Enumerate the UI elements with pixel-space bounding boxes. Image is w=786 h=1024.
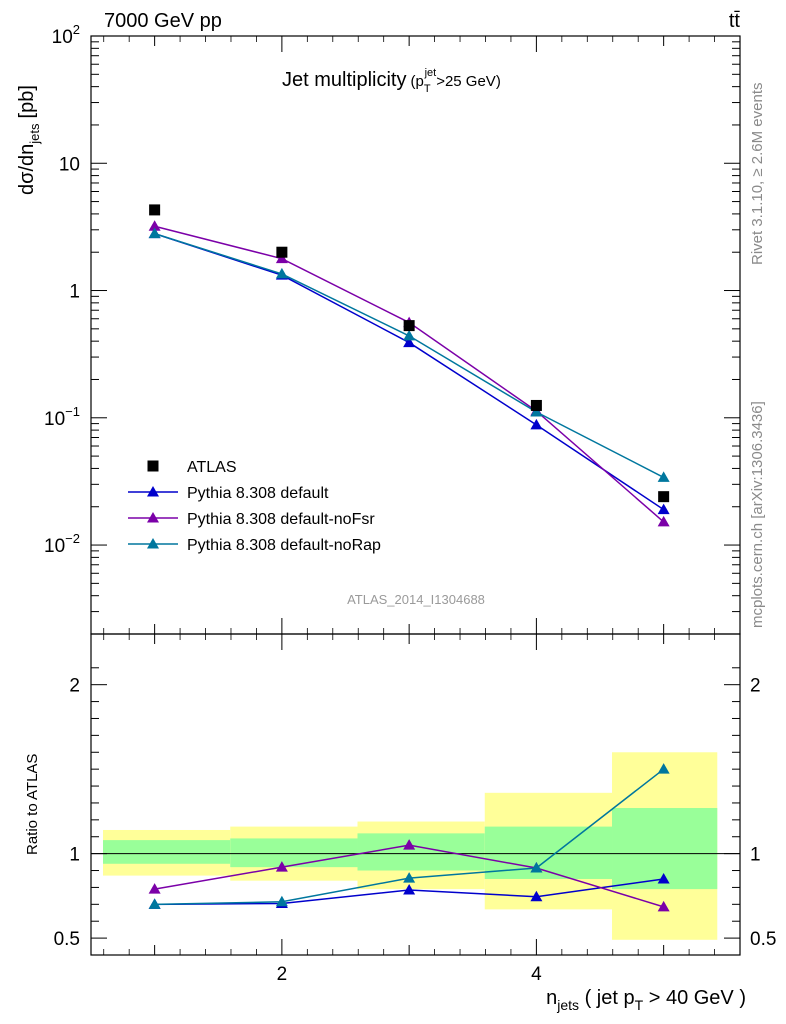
uncertainty-band-green <box>357 833 485 871</box>
ratio-point <box>657 763 670 774</box>
ratio-point <box>148 883 161 894</box>
legend: ATLAS Pythia 8.308 default Pythia 8.308 de… <box>128 459 381 554</box>
ratio-point <box>403 872 416 883</box>
y-tick-label: 10 <box>59 154 80 175</box>
data-point <box>657 503 670 515</box>
data-point <box>658 491 670 503</box>
ratio-point <box>530 890 543 902</box>
legend-marker <box>147 512 159 523</box>
legend-marker <box>147 538 159 549</box>
ratio-y-tick-label: 2 <box>69 676 80 697</box>
collision-label: 7000 GeV pp <box>104 10 222 32</box>
main-y-axis-title: dσ/dnjets[pb] <box>16 85 42 195</box>
ratio-y-tick-label-right: 1 <box>750 845 761 866</box>
ratio-point <box>275 861 288 872</box>
x-axis-title: njets ( jet pT > 40 GeV ) <box>546 987 746 1013</box>
chart-title-main: Jet multiplicity <box>282 69 406 91</box>
ratio-y-axis-title: Ratio to ATLAS <box>24 754 41 855</box>
y-tick-label: 1 <box>69 282 80 303</box>
ratio-y-tick-label-right: 2 <box>750 676 761 697</box>
ratio-point <box>657 900 670 912</box>
data-point <box>657 471 670 482</box>
data-point <box>530 406 543 417</box>
legend-label: Pythia 8.308 default <box>187 485 329 502</box>
data-point <box>403 329 416 341</box>
data-point <box>403 336 416 348</box>
ratio-point <box>148 898 161 909</box>
ratio-point <box>403 883 416 895</box>
uncertainty-band-green <box>230 838 358 868</box>
legend-marker <box>147 486 159 497</box>
data-point <box>275 252 288 264</box>
analysis-watermark: ATLAS_2014_I1304688 <box>347 592 485 607</box>
legend-label: Pythia 8.308 default-noFsr <box>187 511 375 528</box>
legend-label: ATLAS <box>187 459 237 476</box>
process-label: tt̄ <box>729 10 741 32</box>
ratio-point <box>403 839 416 850</box>
chart-title: Jet multiplicity (pTjet>25 GeV) <box>282 67 501 95</box>
legend-label: Pythia 8.308 default-noRap <box>187 537 381 554</box>
ratio-point <box>657 872 670 884</box>
data-point <box>403 320 415 332</box>
data-point <box>530 399 542 411</box>
ratio-y-tick-label: 1 <box>69 845 80 866</box>
legend-marker <box>147 460 159 472</box>
ratio-frame <box>90 633 741 956</box>
series-line <box>154 225 665 523</box>
data-point <box>276 246 288 258</box>
data-point <box>657 515 670 527</box>
data-point <box>530 418 543 430</box>
mcplots-label: mcplots.cern.ch [arXiv:1306.3436] <box>749 401 766 628</box>
data-point <box>148 220 161 231</box>
data-point <box>148 227 161 239</box>
uncertainty-band-green <box>103 840 231 864</box>
series-line <box>154 232 664 479</box>
rivet-label: Rivet 3.1.10, ≥ 2.6M events <box>749 83 766 266</box>
y-tick-label: 10−2 <box>44 531 80 557</box>
ratio-y-tick-label: 0.5 <box>54 929 80 950</box>
x-tick-label: 2 <box>277 964 288 985</box>
data-point <box>275 267 288 279</box>
data-point <box>149 204 161 216</box>
ratio-y-tick-label-right: 0.5 <box>750 929 776 950</box>
ratio-plot-area: 2 4 0.5 0.5 1 1 2 2 <box>54 633 776 985</box>
ratio-point <box>275 895 288 907</box>
x-tick-label: 4 <box>531 964 542 985</box>
y-tick-label: 10−1 <box>44 404 80 430</box>
ratio-point <box>530 861 543 873</box>
y-tick-label: 102 <box>52 22 80 48</box>
